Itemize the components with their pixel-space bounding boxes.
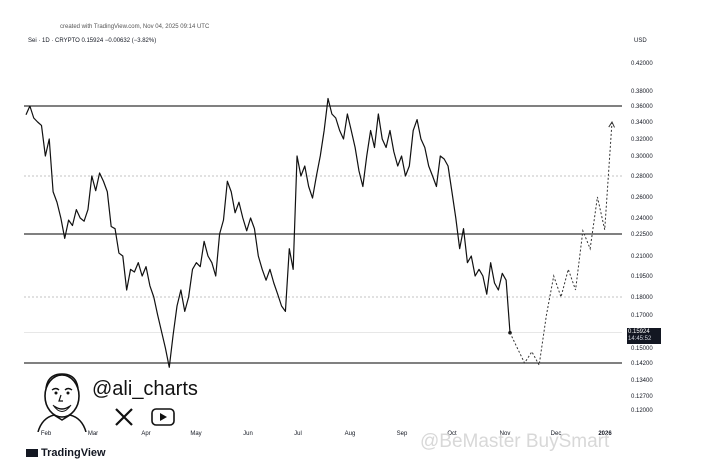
y-tick-label: 0.19500 [631,274,653,280]
symbol-line: Sei · 1D · CRYPTO 0.15924 −0.00632 (−3.8… [28,38,156,44]
author-avatar [37,373,87,432]
y-tick-label: 0.14200 [631,361,653,367]
play-button-icon[interactable] [151,408,175,426]
brand-name: TradingView [41,447,106,459]
x-axis: Feb Mar Apr May Jun Jul Aug Sep Oct Nov Dec 2026 [41,431,613,437]
y-tick-label: 0.15000 [631,346,653,352]
x-tick-label: 2026 [598,431,612,437]
y-tick-label: 0.30000 [631,154,653,160]
y-tick-label: 0.26000 [631,195,653,201]
y-tick-label: 0.21000 [631,254,653,260]
current-price-value: 0.15924 [628,329,650,335]
y-tick-label: 0.34000 [631,120,653,126]
projection-arrowhead [608,120,615,128]
x-tick-label: Nov [500,431,511,437]
x-tick-label: Sep [397,431,408,437]
created-note: created with TradingView.com, Nov 04, 20… [60,24,210,30]
y-tick-label: 0.32000 [631,137,653,143]
y-tick-label: 0.12000 [631,408,653,414]
currency-label: USD [634,38,647,44]
x-logo-icon[interactable] [114,407,134,427]
author-handle: @ali_charts [92,378,198,400]
x-tick-label: May [190,431,201,437]
levels-layer [24,105,622,364]
countdown-value: 14:45:52 [628,336,652,342]
watermark-text: @BeMaster BuySmart [420,431,610,452]
x-tick-label: Feb [41,431,52,437]
x-tick-label: Mar [88,431,98,437]
y-tick-label: 0.17000 [631,313,653,319]
y-tick-label: 0.12700 [631,394,653,400]
y-tick-label: 0.24000 [631,216,653,222]
tradingview-logo: TradingView [26,447,106,459]
symbol-change: −0.00632 (−3.82%) [104,38,157,44]
y-tick-label: 0.22500 [631,232,653,238]
symbol-name: Sei · 1D · CRYPTO [28,38,80,44]
projection-path [509,121,613,367]
y-tick-label: 0.38000 [631,89,653,95]
x-tick-label: Dec [551,431,562,437]
current-price-label: 0.15924 14:45:52 [627,328,661,344]
symbol-price: 0.15924 [81,38,104,44]
y-tick-label: 0.13400 [631,378,653,384]
price-series-line [25,97,511,368]
tv-logo-icon [26,449,38,458]
y-tick-label: 0.18000 [631,295,653,301]
series-layer [25,97,615,368]
y-tick-label: 0.28000 [631,174,653,180]
x-tick-label: Oct [447,431,457,437]
y-tick-label: 0.36000 [631,104,653,110]
x-tick-label: Aug [345,431,356,437]
x-tick-label: Jul [294,431,302,437]
y-tick-label: 0.42000 [631,61,653,67]
x-tick-label: Apr [141,431,150,437]
y-axis: 0.42000 0.38000 0.36000 0.34000 0.32000 0.300… [631,61,653,414]
x-tick-label: Jun [243,431,253,437]
